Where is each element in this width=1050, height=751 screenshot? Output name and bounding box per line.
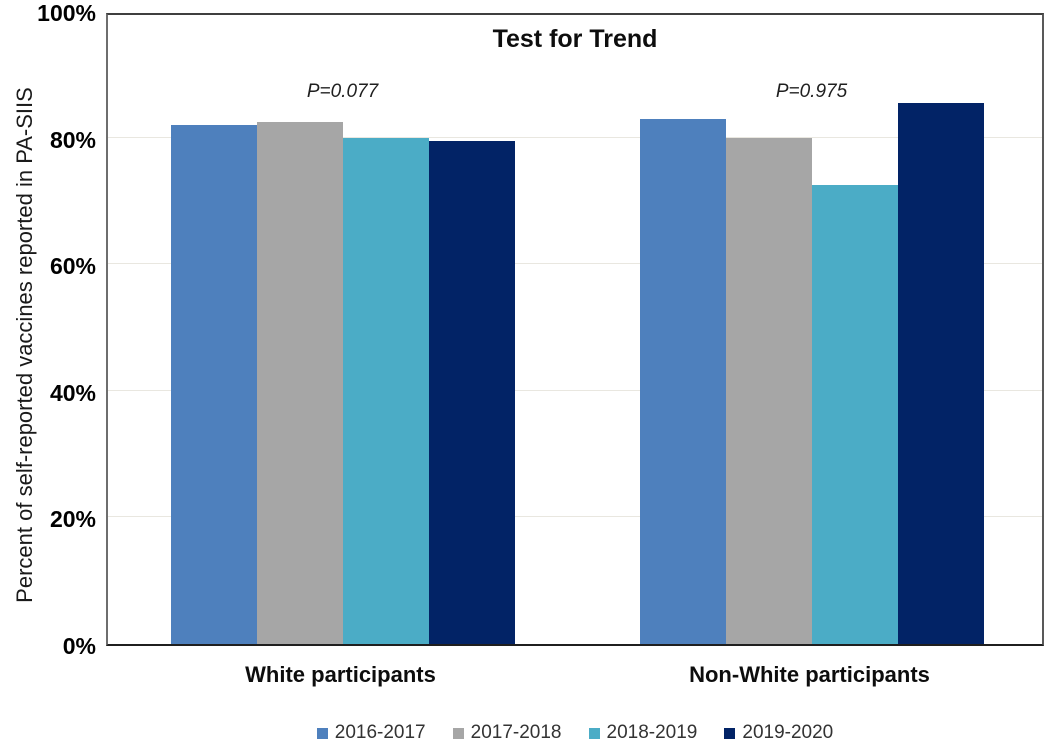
y-tick-label: 80% — [49, 126, 96, 153]
bar-2017-2018-category-1 — [725, 137, 812, 644]
bar-2019-2020-category-0 — [428, 140, 515, 644]
legend-swatch-icon — [724, 727, 736, 739]
legend-swatch-icon — [588, 727, 600, 739]
bar-2016-2017-category-0 — [170, 124, 257, 644]
legend: 2016-2017 2017-2018 2018-2019 2019-2020 — [106, 718, 1044, 748]
y-tick-label: 60% — [49, 253, 96, 280]
bar-2019-2020-category-1 — [897, 102, 984, 644]
legend-item: 2018-2019 — [588, 722, 698, 744]
legend-item: 2019-2020 — [724, 722, 833, 744]
gridline — [108, 263, 1042, 265]
legend-swatch-icon — [316, 727, 328, 739]
chart-title: Test for Trend — [492, 25, 658, 53]
x-category-label: Non-White participants — [689, 662, 930, 687]
y-tick-label: 40% — [49, 379, 96, 406]
x-category-label: White participants — [245, 662, 436, 687]
bar-2017-2018-category-0 — [256, 121, 343, 644]
legend-label: 2019-2020 — [742, 722, 834, 743]
plot-area: Test for Trend P=0.077 P=0.975 — [106, 13, 1044, 646]
bar-2018-2019-category-0 — [342, 137, 429, 644]
p-value-annotation: P=0.077 — [306, 81, 379, 102]
legend-item: 2017-2018 — [452, 722, 562, 744]
y-tick-label: 20% — [49, 506, 96, 533]
bar-2016-2017-category-1 — [639, 118, 726, 644]
gridline — [108, 136, 1042, 138]
gridline — [108, 516, 1042, 518]
legend-item: 2016-2017 — [316, 722, 426, 744]
legend-label: 2016-2017 — [334, 722, 426, 743]
legend-label: 2018-2019 — [606, 722, 698, 743]
y-tick-label: 100% — [37, 0, 96, 26]
p-value-annotation: P=0.975 — [775, 81, 848, 102]
gridline — [108, 389, 1042, 391]
bar-2018-2019-category-1 — [811, 185, 898, 644]
legend-label: 2017-2018 — [470, 722, 562, 743]
legend-swatch-icon — [452, 727, 464, 739]
y-tick-label: 0% — [62, 633, 96, 659]
